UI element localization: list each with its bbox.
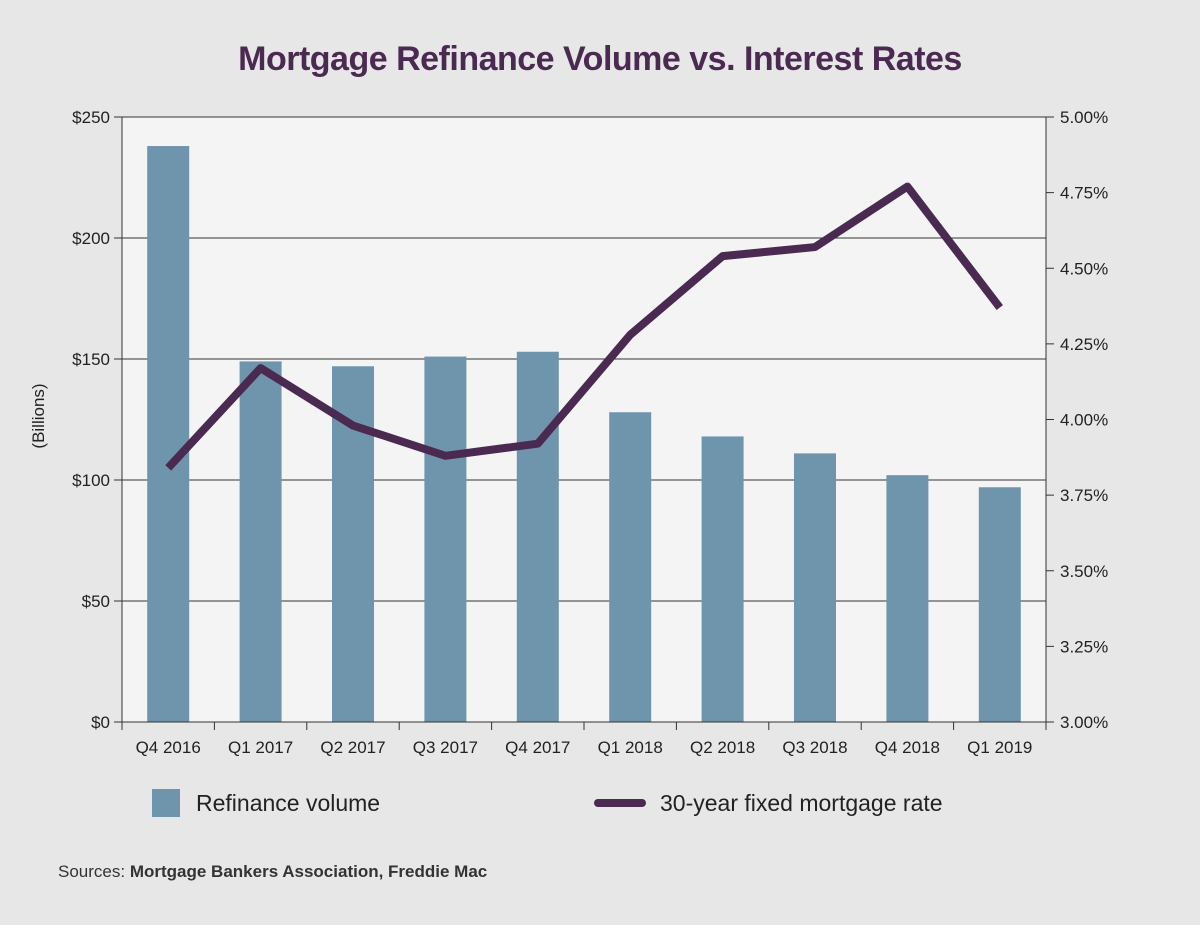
right-tick-label: 3.00%: [1060, 713, 1108, 732]
bar-series: [147, 146, 1021, 723]
legend-line-label: 30-year fixed mortgage rate: [660, 789, 943, 816]
bar-q4-2016: [147, 146, 190, 723]
left-tick-label: $100: [72, 471, 110, 490]
axes: [114, 116, 1054, 730]
source-note: Sources: Mortgage Bankers Association, F…: [58, 862, 487, 882]
left-tick-label: $0: [91, 713, 110, 732]
bar-q1-2018: [609, 412, 652, 722]
chart-title: Mortgage Refinance Volume vs. Interest R…: [238, 40, 962, 78]
x-tick-label: Q1 2019: [967, 738, 1032, 757]
right-tick-label: 4.75%: [1060, 184, 1108, 203]
right-tick-label: 4.25%: [1060, 335, 1108, 354]
bar-q1-2017: [239, 361, 282, 722]
x-tick-label: Q1 2017: [228, 738, 293, 757]
bar-q2-2018: [701, 436, 744, 722]
x-tick-label: Q2 2018: [690, 738, 755, 757]
x-tick-label: Q3 2017: [413, 738, 478, 757]
line-series: [165, 182, 1003, 471]
legend-line-swatch: [594, 799, 646, 807]
bar-q4-2017: [516, 351, 559, 722]
x-tick-label: Q4 2018: [875, 738, 940, 757]
left-tick-label: $150: [72, 350, 110, 369]
bar-q4-2018: [886, 475, 929, 722]
right-tick-label: 3.75%: [1060, 486, 1108, 505]
bar-q1-2019: [978, 487, 1021, 722]
right-tick-label: 4.00%: [1060, 411, 1108, 430]
source-prefix: Sources:: [58, 862, 126, 881]
mortgage-rate-line: [165, 182, 1003, 471]
y-axis-label: (Billions): [29, 383, 48, 448]
right-tick-label: 5.00%: [1060, 108, 1108, 127]
left-tick-label: $50: [82, 592, 110, 611]
legend-item-line: 30-year fixed mortgage rate: [594, 786, 943, 820]
bar-q3-2017: [424, 356, 467, 722]
x-tick-label: Q3 2018: [782, 738, 847, 757]
legend-bar-swatch: [152, 789, 180, 817]
right-tick-label: 4.50%: [1060, 259, 1108, 278]
x-tick-label: Q2 2017: [320, 738, 385, 757]
left-tick-label: $250: [72, 108, 110, 127]
left-tick-label: $200: [72, 229, 110, 248]
legend-item-bar: Refinance volume: [152, 786, 380, 820]
source-names: Mortgage Bankers Association, Freddie Ma…: [129, 862, 488, 881]
x-tick-label: Q4 2016: [136, 738, 201, 757]
right-tick-label: 3.50%: [1060, 562, 1108, 581]
x-tick-label: Q4 2017: [505, 738, 570, 757]
x-tick-label: Q1 2018: [598, 738, 663, 757]
bar-q3-2018: [794, 453, 836, 722]
right-tick-label: 3.25%: [1060, 637, 1108, 656]
legend-bar-label: Refinance volume: [196, 789, 381, 816]
tick-labels: $0 $50 $100 $150 $200 $250 3.00% 3.25% 3.50% 3.75…: [72, 108, 1108, 757]
